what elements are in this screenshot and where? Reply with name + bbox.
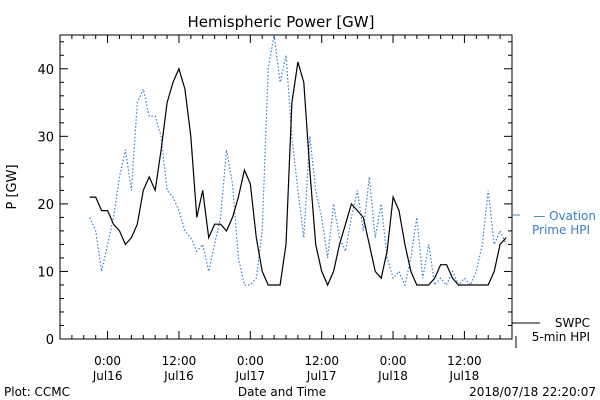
x-tick-date-label: Jul16 [163, 369, 194, 383]
y-axis: 0 10 20 30 40 [37, 41, 512, 348]
x-tick-date-label: Jul18 [449, 369, 480, 383]
legend-ovation-line2: Prime HPI [532, 223, 590, 237]
series-line-swpc [89, 61, 507, 287]
y-tick-label: 20 [37, 198, 54, 213]
plot-timestamp: 2018/07/18 22:20:07 [469, 385, 596, 399]
x-tick-time-label: 0:00 [380, 354, 407, 368]
x-axis: 0:00Jul1612:00Jul160:00Jul1712:00Jul170:… [59, 35, 513, 383]
x-tick-time-label: 12:00 [447, 354, 482, 368]
plot-frame [59, 34, 513, 340]
y-tick-label: 10 [37, 265, 54, 280]
x-tick-date-label: Jul17 [306, 369, 337, 383]
legend-swpc-line2: 5-min HPI [532, 330, 590, 344]
x-tick-time-label: 12:00 [162, 354, 197, 368]
chart-title: Hemispheric Power [GW] [188, 13, 375, 31]
x-axis-label: Date and Time [238, 385, 326, 399]
legend-ovation-line1: — Ovation [533, 209, 596, 223]
y-tick-label: 0 [46, 333, 54, 348]
x-tick-date-label: Jul16 [92, 369, 123, 383]
x-tick-date-label: Jul17 [234, 369, 265, 383]
y-axis-label: P [GW] [5, 164, 20, 209]
plot-credit: Plot: CCMC [4, 385, 70, 399]
series-layer [89, 34, 507, 287]
y-tick-label: 30 [37, 130, 54, 145]
legend-swpc-line1: SWPC [555, 316, 590, 330]
series-line-ovation [89, 34, 507, 287]
x-tick-time-label: 0:00 [94, 354, 121, 368]
x-tick-date-label: Jul18 [377, 369, 408, 383]
x-tick-time-label: 12:00 [304, 354, 339, 368]
y-tick-label: 40 [37, 63, 54, 78]
x-tick-time-label: 0:00 [237, 354, 264, 368]
